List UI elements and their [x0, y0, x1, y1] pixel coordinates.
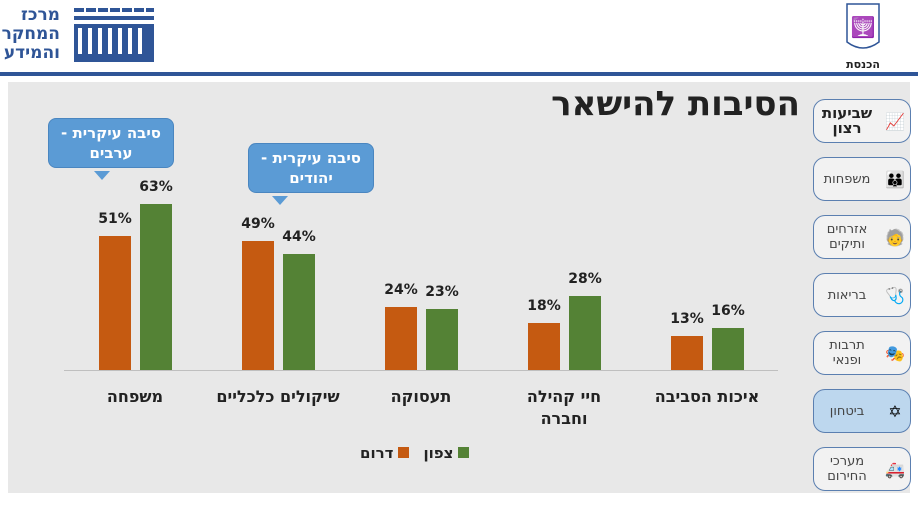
ambulance-icon: 🚑 [885, 459, 905, 479]
nav-label: תרבות ופנאי [829, 338, 865, 368]
nav-label: מערכי החירום [827, 454, 867, 484]
bar-north [140, 204, 172, 370]
bar-north [569, 296, 601, 370]
header-divider [0, 72, 918, 76]
nav-label: משפחות [823, 171, 871, 187]
nav-label: שביעות רצון [821, 104, 873, 137]
bar-north [283, 254, 315, 370]
nav-button-5[interactable]: ✡ ביטחון [813, 389, 911, 433]
data-label: 13% [670, 310, 704, 327]
nav-button-0[interactable]: 📈 שביעות רצון [813, 99, 911, 143]
theater-icon: 🎭 [885, 343, 905, 363]
data-label: 51% [98, 210, 132, 227]
callout-pointer [272, 196, 288, 205]
nav-button-1[interactable]: 👪 משפחות [813, 157, 911, 201]
chart-legend: צפון דרום [360, 444, 470, 462]
category-label: משפחה [106, 387, 164, 406]
callout-pointer [94, 171, 110, 180]
bar-north [712, 327, 744, 370]
callout-text: סיבה עיקרית - יהודים [261, 149, 361, 187]
legend-label: צפון [423, 444, 454, 462]
nav-label: אזרחים ותיקים [826, 222, 868, 252]
category-label: איכות הסביבה [654, 387, 760, 406]
knesset-logo: 🕎 הכנסת [838, 2, 888, 71]
bar-north [426, 309, 458, 370]
data-label: 44% [282, 229, 316, 246]
data-label: 23% [425, 284, 459, 301]
idf-star-icon: ✡ [888, 401, 902, 421]
category-label: חיי קהילה וחברה [526, 387, 602, 428]
legend-item-north: צפון [423, 444, 470, 462]
bar-south [242, 240, 274, 370]
family-icon: 👪 [885, 169, 905, 189]
bar-south [671, 335, 703, 370]
elderly-icon: 🧓 [885, 227, 905, 247]
bar-south [385, 306, 417, 370]
data-label: 16% [711, 302, 745, 319]
chart-line-icon: 📈 [885, 111, 905, 131]
page-title: הסיבות להישאר [551, 84, 800, 124]
legend-label: דרום [360, 444, 394, 462]
building-icon [74, 8, 154, 62]
bar-south [99, 235, 131, 370]
nav-label: בריאות [827, 287, 867, 303]
category-label: שיקולים כלכליים [216, 387, 340, 406]
chart-baseline [64, 370, 778, 371]
nav-button-6[interactable]: 🚑 מערכי החירום [813, 447, 911, 491]
logo-line: מרכז [21, 5, 60, 25]
knesset-emblem-icon: 🕎 [846, 3, 880, 49]
nav-button-3[interactable]: 🩺 בריאות [813, 273, 911, 317]
data-label: 49% [241, 215, 275, 232]
legend-item-south: דרום [360, 444, 410, 462]
svg-text:🕎: 🕎 [851, 15, 876, 39]
data-label: 24% [384, 281, 418, 298]
research-center-logo: מרכז המחקר והמידע [1, 5, 158, 66]
bar-south [528, 322, 560, 370]
logo-line: והמידע [3, 43, 60, 63]
logo-line: המחקר [1, 24, 60, 44]
data-label: 18% [527, 297, 561, 314]
callout-arabs: סיבה עיקרית - ערבים [48, 118, 174, 168]
nav-button-4[interactable]: 🎭 תרבות ופנאי [813, 331, 911, 375]
callout-text: סיבה עיקרית - ערבים [61, 124, 161, 162]
callout-jews: סיבה עיקרית - יהודים [248, 143, 374, 193]
knesset-label: הכנסת [846, 58, 880, 71]
data-label: 28% [568, 271, 602, 288]
data-label: 63% [139, 179, 173, 195]
nav-label: ביטחון [829, 403, 865, 419]
category-label: תעסוקה [390, 387, 452, 406]
stethoscope-icon: 🩺 [885, 285, 905, 305]
nav-button-2[interactable]: 🧓 אזרחים ותיקים [813, 215, 911, 259]
